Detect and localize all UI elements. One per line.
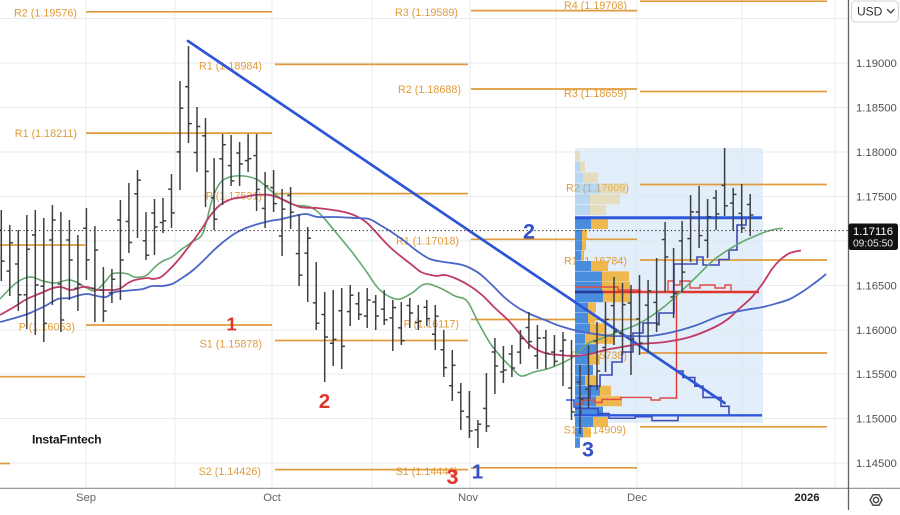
svg-text:09:05:50: 09:05:50 [853, 239, 893, 250]
svg-text:1.16500: 1.16500 [856, 280, 897, 292]
svg-text:S2 (1.14426): S2 (1.14426) [199, 466, 261, 478]
svg-text:R3 (1.18659): R3 (1.18659) [564, 88, 627, 100]
svg-text:R3 (1.19589): R3 (1.19589) [395, 7, 458, 19]
svg-text:2026: 2026 [794, 492, 819, 504]
svg-text:Sep: Sep [76, 492, 96, 504]
svg-text:Dec: Dec [627, 492, 647, 504]
svg-text:P (1.16117): P (1.16117) [404, 318, 459, 330]
svg-text:R1 (1.18211): R1 (1.18211) [15, 128, 77, 140]
svg-text:USD: USD [857, 5, 883, 19]
svg-text:1: 1 [472, 461, 483, 484]
svg-text:R2 (1.18688): R2 (1.18688) [398, 84, 461, 96]
svg-text:1.19000: 1.19000 [856, 58, 897, 70]
svg-text:1.16000: 1.16000 [856, 325, 897, 337]
svg-text:InstaFıntech: InstaFıntech [32, 433, 101, 447]
svg-text:Oct: Oct [263, 492, 281, 504]
svg-text:1: 1 [226, 314, 236, 335]
svg-text:S1 (1.15878): S1 (1.15878) [200, 338, 262, 350]
svg-text:Nov: Nov [458, 492, 478, 504]
svg-text:R4 (1.19708): R4 (1.19708) [564, 0, 627, 12]
svg-text:2: 2 [523, 220, 535, 244]
svg-text:1.18000: 1.18000 [856, 147, 897, 159]
svg-text:1.17116: 1.17116 [853, 226, 893, 238]
svg-text:1.15000: 1.15000 [856, 414, 897, 426]
svg-text:1.14500: 1.14500 [856, 458, 897, 470]
svg-text:1.18500: 1.18500 [856, 103, 897, 115]
svg-text:1.17500: 1.17500 [856, 191, 897, 203]
svg-text:R2 (1.19576): R2 (1.19576) [14, 7, 77, 19]
svg-text:3: 3 [447, 465, 459, 489]
svg-text:2: 2 [319, 390, 330, 413]
svg-text:3: 3 [582, 438, 594, 462]
svg-text:1.15500: 1.15500 [856, 369, 897, 381]
